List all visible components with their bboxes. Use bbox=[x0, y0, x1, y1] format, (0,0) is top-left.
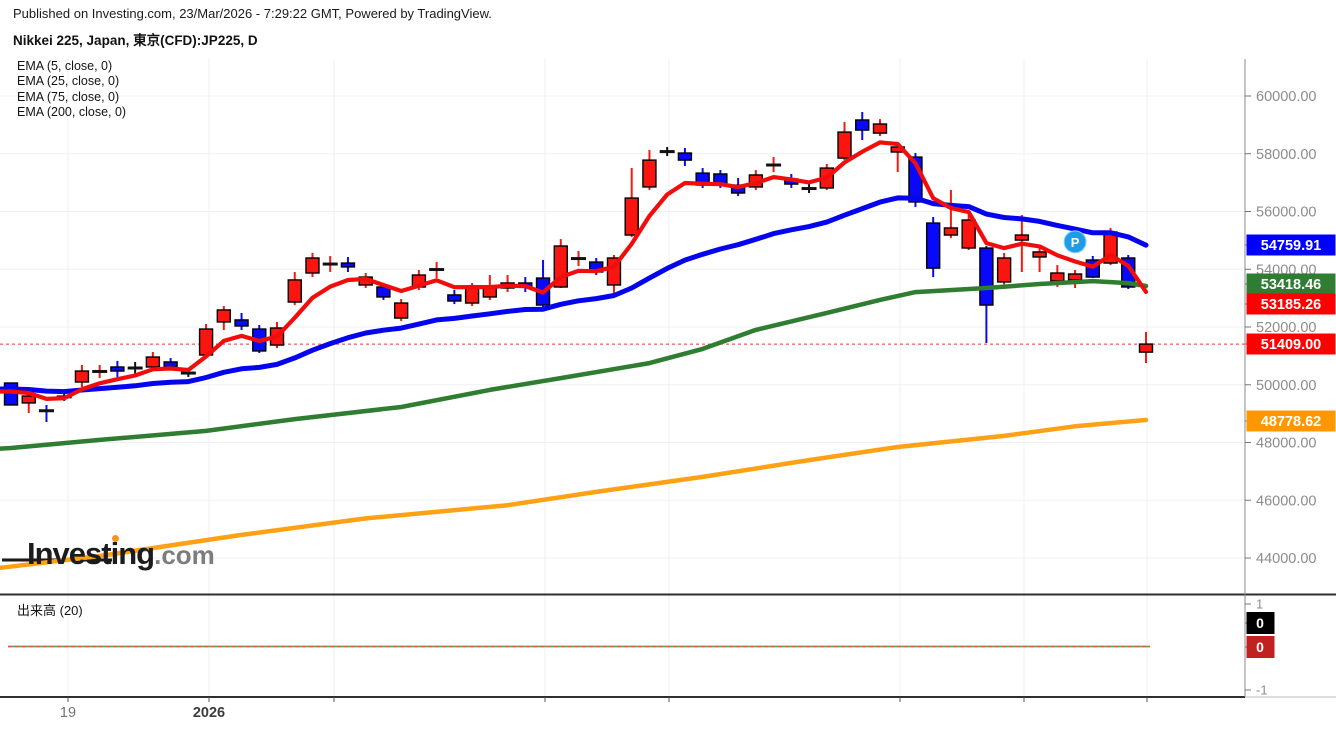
candle-down bbox=[677, 152, 693, 161]
ema75-line bbox=[0, 278, 1149, 451]
logo-orange-dot-icon: i bbox=[110, 536, 120, 571]
candle-up bbox=[1014, 234, 1030, 241]
candle-up bbox=[287, 279, 302, 303]
published-line: Published on Investing.com, 23/Mar/2026 … bbox=[13, 6, 492, 21]
x-tick-label: 2026 bbox=[193, 705, 225, 721]
p-marker-icon[interactable] bbox=[1063, 230, 1087, 254]
price-badge bbox=[1246, 333, 1336, 355]
indicator-legend: EMA (5, close, 0) EMA (25, close, 0) EMA (… bbox=[17, 59, 126, 121]
candle-up bbox=[837, 131, 852, 159]
candle-up bbox=[1032, 251, 1047, 258]
price-badge bbox=[1246, 273, 1336, 295]
price-badge bbox=[1246, 234, 1336, 256]
candle-up bbox=[393, 302, 409, 319]
candle-up bbox=[305, 257, 320, 274]
candle-up bbox=[145, 356, 161, 368]
legend-item-ema-2: EMA (75, close, 0) bbox=[17, 89, 120, 104]
candle-doji-bar bbox=[429, 268, 445, 272]
vol-tick-label: 1 bbox=[1256, 597, 1263, 612]
candle-up bbox=[1138, 343, 1154, 353]
legend-item-ema-0: EMA (5, close, 0) bbox=[17, 59, 113, 73]
price-badge-value: 53185.26 bbox=[1261, 297, 1321, 313]
candle-up bbox=[21, 395, 36, 404]
candle-doji-bar bbox=[180, 371, 196, 375]
y-tick-label: 60000.00 bbox=[1256, 89, 1316, 105]
candle-down bbox=[447, 294, 462, 302]
volume-badge bbox=[1246, 612, 1275, 634]
candle-down bbox=[234, 319, 249, 327]
legend-item-ema-1: EMA (25, close, 0) bbox=[17, 74, 120, 89]
ema200-line bbox=[0, 417, 1149, 571]
price-badge bbox=[1246, 293, 1336, 315]
ema5-line bbox=[0, 140, 1149, 401]
volume-badge-value: 0 bbox=[1256, 615, 1264, 631]
y-tick-label: 58000.00 bbox=[1256, 147, 1316, 163]
candle-up bbox=[996, 257, 1012, 283]
y-tick-label: 44000.00 bbox=[1256, 551, 1316, 567]
ema25-line bbox=[0, 195, 1149, 395]
candle-up bbox=[74, 370, 90, 383]
candle-doji-bar bbox=[127, 366, 143, 370]
candle-doji-bar bbox=[92, 369, 108, 373]
candle-doji-bar bbox=[38, 409, 54, 413]
price-badge-value: 53418.46 bbox=[1261, 277, 1321, 293]
candle-up bbox=[943, 227, 959, 236]
candle-doji-bar bbox=[766, 163, 782, 167]
y-tick-label: 48000.00 bbox=[1256, 436, 1316, 452]
candle-doji-bar bbox=[322, 262, 338, 266]
price-badge bbox=[1246, 410, 1336, 432]
legend-item-ema-3: EMA (200, close, 0) bbox=[17, 105, 127, 120]
price-badge-value: 51409.00 bbox=[1261, 337, 1321, 353]
candle-down bbox=[340, 262, 356, 268]
candle-down bbox=[979, 247, 994, 306]
candle-up bbox=[1050, 272, 1065, 282]
candle-down bbox=[163, 361, 178, 368]
candle-doji-bar bbox=[659, 150, 675, 154]
investing-logo: Investing.com bbox=[27, 536, 215, 571]
candle-down bbox=[110, 366, 125, 372]
candle-up bbox=[961, 219, 976, 249]
chart-title: Nikkei 225, Japan, 東京(CFD):JP225, D bbox=[13, 33, 258, 48]
y-tick-label: 56000.00 bbox=[1256, 205, 1316, 221]
vol-tick-label: -1 bbox=[1256, 683, 1268, 698]
y-tick-label: 52000.00 bbox=[1256, 320, 1316, 336]
candle-up bbox=[642, 159, 657, 188]
x-tick-label: 19 bbox=[60, 705, 76, 721]
logo-text: Investing bbox=[27, 536, 155, 571]
price-badge-value: 48778.62 bbox=[1261, 414, 1321, 430]
candle-up bbox=[216, 309, 232, 323]
candle-up bbox=[872, 123, 888, 134]
volume-pane-label: 出来高 (20) bbox=[17, 603, 83, 618]
candle-up bbox=[1067, 273, 1083, 281]
candle-up bbox=[464, 286, 480, 304]
p-marker-label: P bbox=[1071, 235, 1080, 250]
y-tick-label: 50000.00 bbox=[1256, 378, 1316, 394]
price-badge-value: 54759.91 bbox=[1261, 238, 1321, 254]
volume-badge-value: 0 bbox=[1256, 639, 1264, 655]
candle-doji-bar bbox=[571, 257, 586, 261]
candle-doji-bar bbox=[801, 187, 817, 191]
candle-down bbox=[855, 119, 870, 131]
candle-up bbox=[624, 197, 639, 236]
volume-badge bbox=[1246, 636, 1275, 658]
y-tick-label: 46000.00 bbox=[1256, 493, 1316, 509]
candle-down bbox=[925, 222, 941, 269]
